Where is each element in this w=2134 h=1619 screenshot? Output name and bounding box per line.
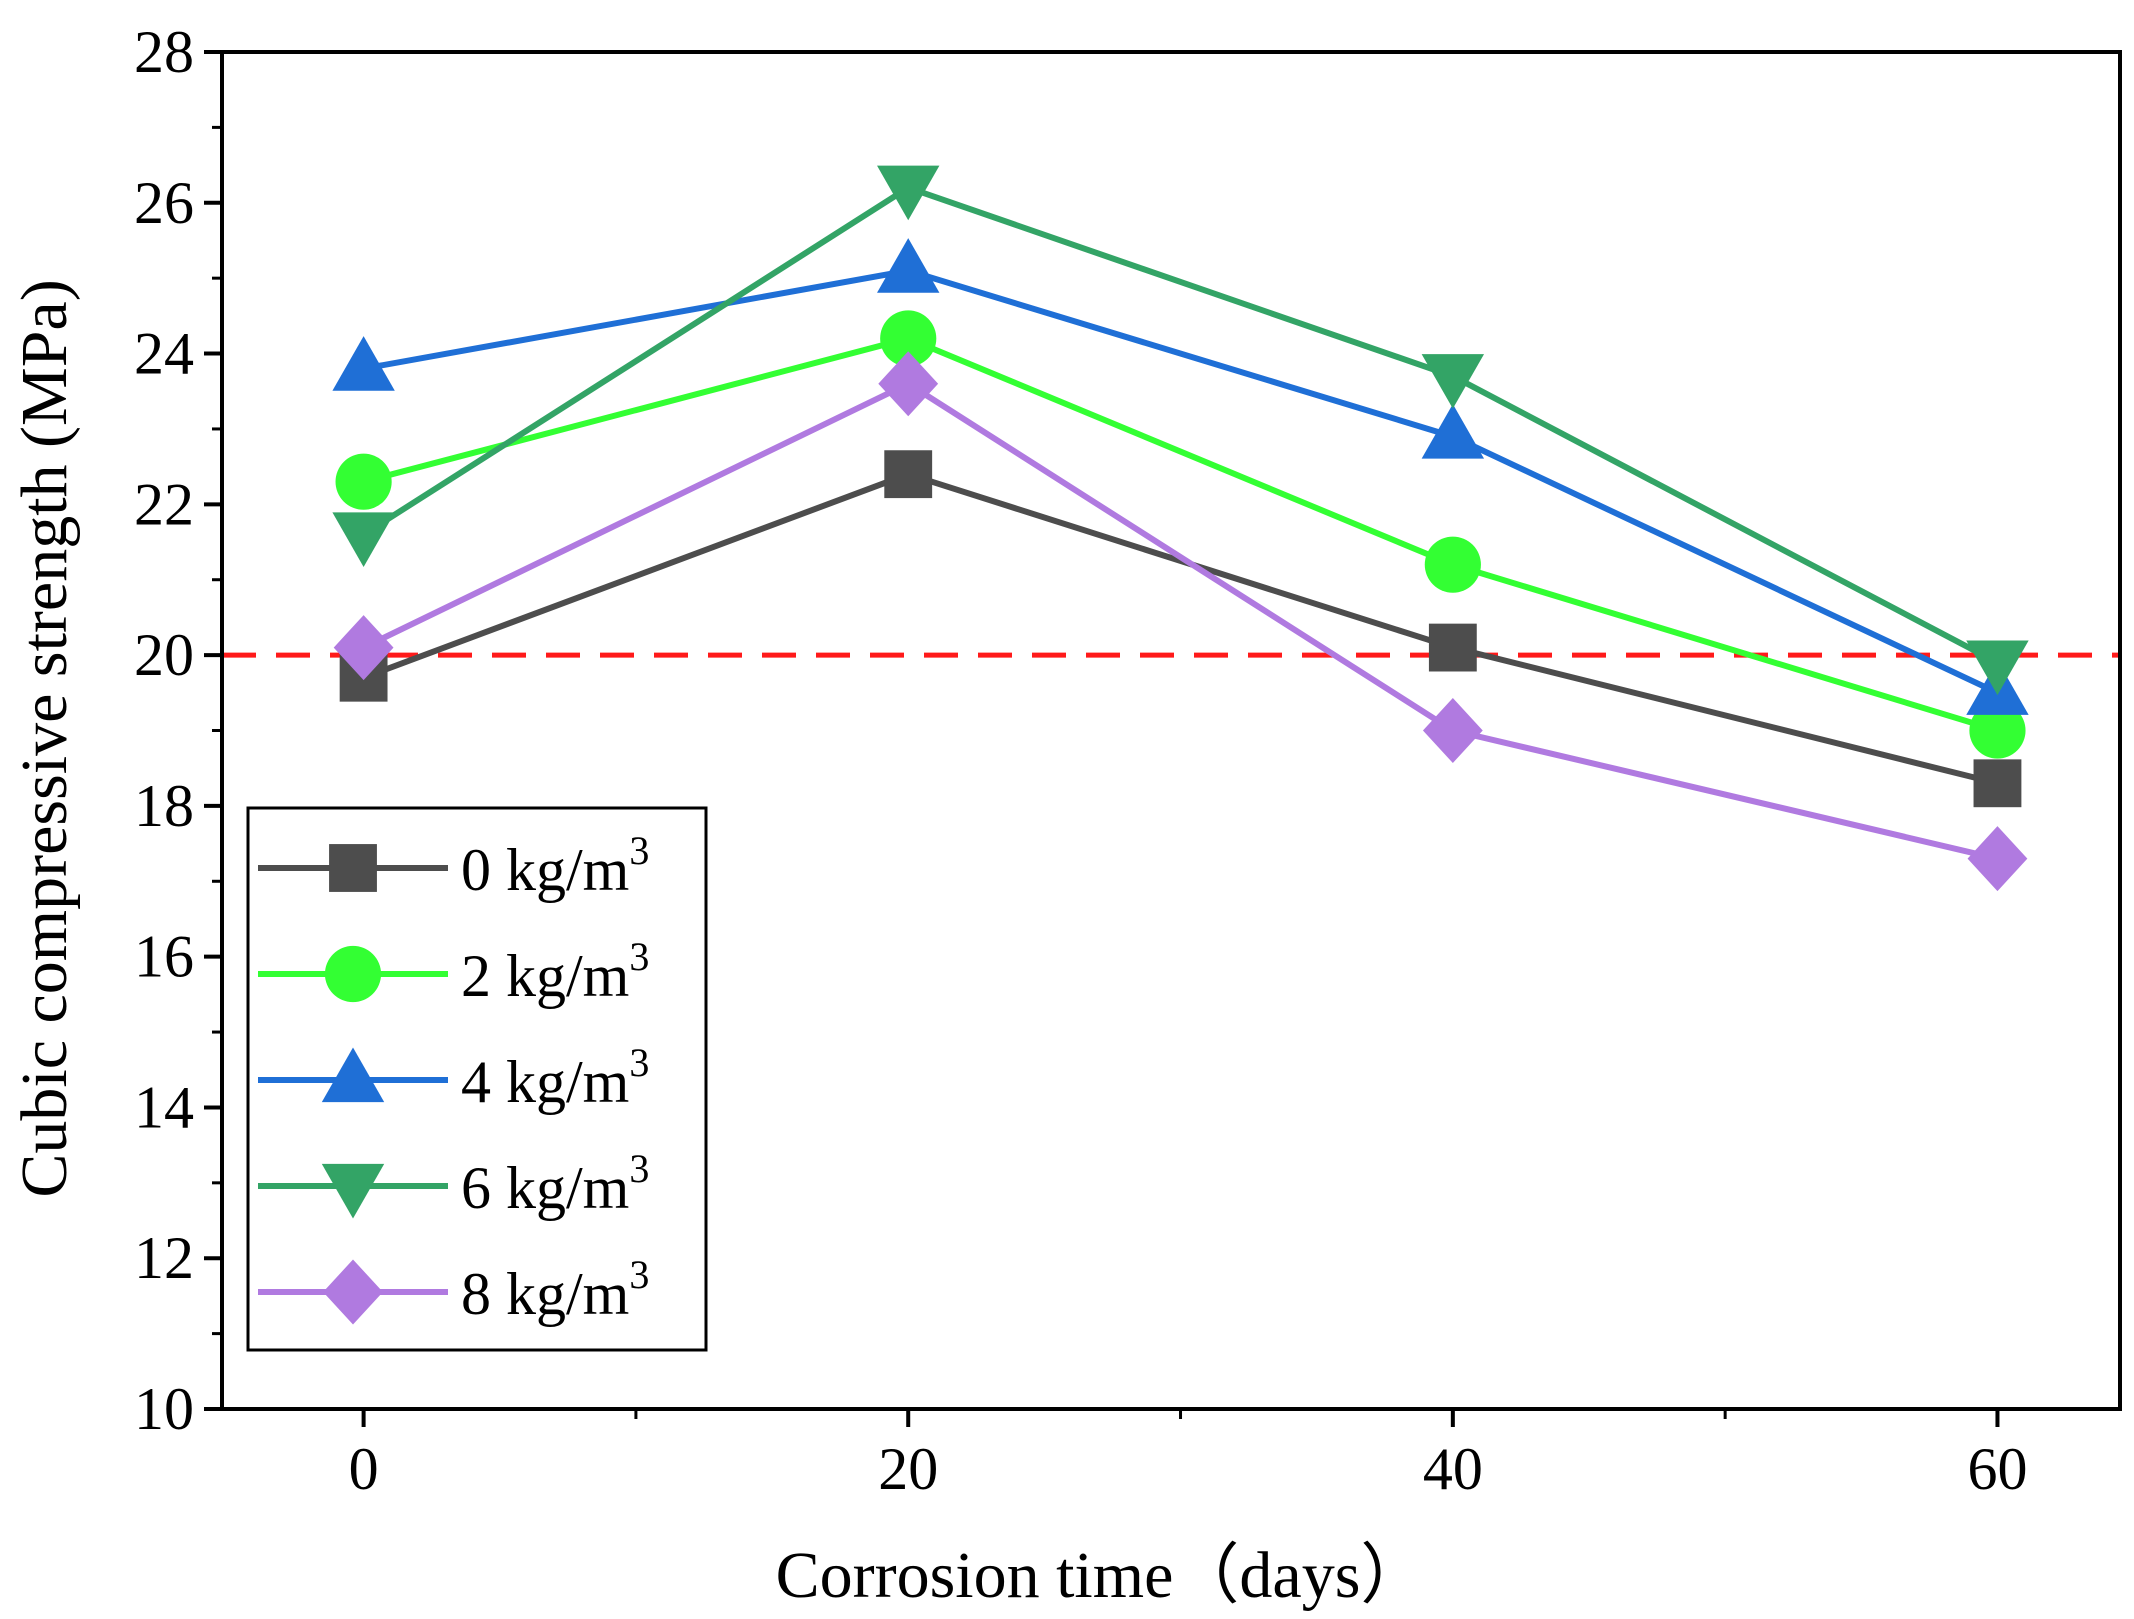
series-line-3: [361, 184, 1999, 666]
data-point-1-1: [880, 310, 937, 367]
series-layer: [332, 165, 2029, 892]
y-tick-label: 16: [134, 924, 194, 990]
y-tick-label: 14: [134, 1074, 194, 1140]
legend-label-superscript: 3: [629, 1146, 649, 1191]
legend-label-2: 4 kg/m3: [461, 1040, 649, 1115]
legend: 0 kg/m32 kg/m34 kg/m36 kg/m38 kg/m3: [246, 806, 708, 1352]
x-tick-label: 20: [878, 1436, 938, 1502]
legend-item-4: 8 kg/m3: [258, 1252, 649, 1327]
legend-label-superscript: 3: [629, 934, 649, 979]
axes: 10 12 14 16 18 20 22 24 26 28 0 20 40 60: [134, 19, 2122, 1502]
data-point-4-3: [1967, 826, 2028, 892]
data-point-0-3: [1973, 759, 2022, 808]
data-point-3-1: [877, 165, 940, 221]
legend-item-2: 4 kg/m3: [258, 1040, 649, 1115]
data-point-4-1: [878, 351, 939, 417]
legend-label-superscript: 3: [629, 1040, 649, 1085]
x-axis-label: Corrosion time（days）: [776, 1539, 1427, 1612]
y-tick-label: 10: [134, 1376, 194, 1442]
y-tick-label: 20: [134, 622, 194, 688]
data-point-3-0: [332, 512, 395, 567]
x-tick-label: 0: [349, 1436, 379, 1502]
legend-label-3: 6 kg/m3: [461, 1146, 649, 1221]
data-point-4-0: [333, 615, 394, 681]
legend-label-text: 8 kg/m: [461, 1261, 629, 1327]
data-point-3-3: [1966, 640, 2029, 696]
x-tick-label: 60: [1967, 1436, 2027, 1502]
legend-label-1: 2 kg/m3: [461, 934, 649, 1009]
legend-item-0: 0 kg/m3: [258, 828, 649, 903]
data-point-2-1: [877, 238, 940, 293]
series-1: [335, 310, 2026, 759]
legend-marker-0: [329, 844, 377, 892]
data-point-2-0: [332, 336, 395, 391]
y-tick-label: 24: [134, 321, 194, 387]
series-4: [333, 351, 2028, 892]
legend-label-superscript: 3: [629, 1252, 649, 1297]
y-tick-label: 26: [134, 170, 194, 236]
legend-label-text: 6 kg/m: [461, 1155, 629, 1221]
series-3: [332, 165, 2029, 696]
series-2: [332, 238, 2029, 715]
data-point-1-2: [1424, 536, 1481, 593]
legend-label-0: 0 kg/m3: [461, 828, 649, 903]
legend-label-text: 0 kg/m: [461, 837, 629, 903]
legend-label-text: 4 kg/m: [461, 1049, 629, 1115]
legend-item-3: 6 kg/m3: [258, 1146, 649, 1221]
y-tick-label: 18: [134, 773, 194, 839]
series-line-2: [363, 267, 1999, 696]
data-point-0-1: [884, 450, 933, 499]
series-0: [339, 450, 2022, 808]
series-line-1: [362, 335, 1999, 734]
y-tick-label: 28: [134, 19, 194, 85]
legend-label-4: 8 kg/m3: [461, 1252, 649, 1327]
data-point-4-2: [1422, 698, 1483, 763]
legend-marker-2: [321, 1047, 385, 1103]
legend-item-1: 2 kg/m3: [258, 934, 649, 1009]
y-axis-label: Cubic compressive strength (MPa): [8, 279, 81, 1197]
data-point-2-2: [1421, 403, 1485, 459]
series-line-4: [362, 380, 1999, 862]
legend-label-text: 2 kg/m: [461, 943, 629, 1009]
y-tick-label: 22: [134, 471, 194, 537]
legend-marker-3: [321, 1163, 385, 1219]
x-tick-label: 40: [1423, 1436, 1483, 1502]
data-point-3-2: [1421, 354, 1485, 409]
legend-marker-4: [323, 1259, 383, 1325]
series-line-0: [362, 471, 1999, 787]
data-point-1-3: [1969, 702, 2026, 759]
data-point-1-0: [335, 453, 392, 510]
legend-marker-1: [324, 945, 382, 1003]
data-point-0-2: [1428, 623, 1477, 672]
y-tick-label: 12: [134, 1225, 194, 1291]
legend-label-superscript: 3: [629, 828, 649, 873]
